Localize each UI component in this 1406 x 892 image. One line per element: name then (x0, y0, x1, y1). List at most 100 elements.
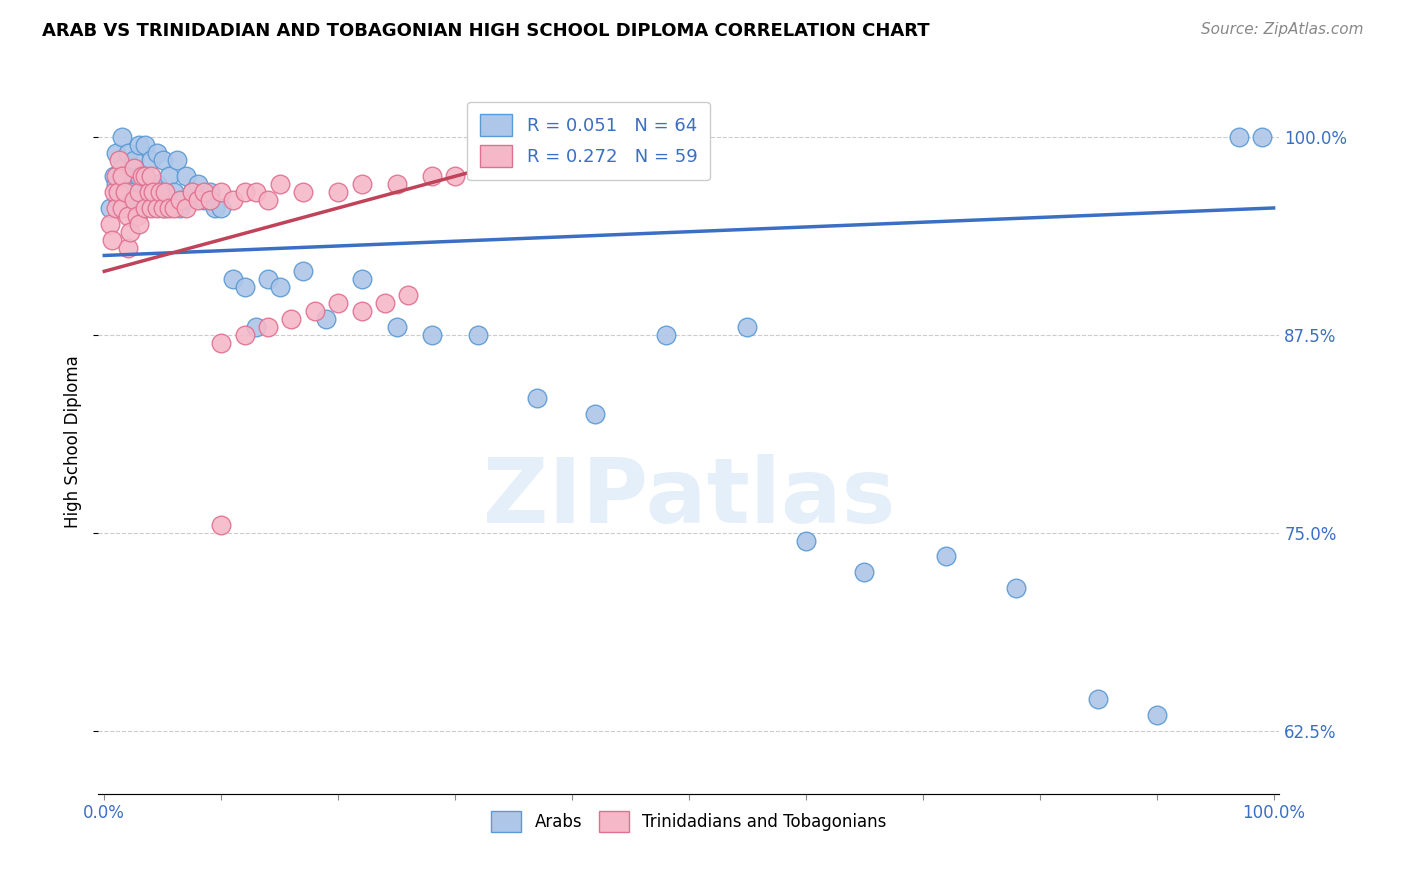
Point (245, 319, 267, 334)
Point (233, 327, 256, 342)
Point (292, 185, 315, 199)
Point (209, 335, 232, 350)
Point (142, 185, 165, 199)
Point (128, 185, 150, 199)
Point (149, 193, 172, 207)
Point (138, 185, 160, 199)
Text: ARAB VS TRINIDADIAN AND TOBAGONIAN HIGH SCHOOL DIPLOMA CORRELATION CHART: ARAB VS TRINIDADIAN AND TOBAGONIAN HIGH … (42, 22, 929, 40)
Point (853, 565, 876, 579)
Point (142, 185, 165, 199)
Point (118, 185, 141, 199)
Point (98, 217, 121, 231)
Point (131, 193, 153, 207)
Point (163, 201, 186, 215)
Point (315, 311, 337, 326)
Point (117, 241, 139, 255)
Point (420, 169, 443, 184)
Text: Source: ZipAtlas.com: Source: ZipAtlas.com (1201, 22, 1364, 37)
Point (420, 327, 443, 342)
Point (128, 217, 150, 231)
Point (935, 549, 957, 564)
Point (111, 201, 134, 215)
Point (187, 178, 209, 192)
Point (526, 391, 548, 405)
Point (350, 304, 373, 318)
Point (128, 169, 150, 184)
Point (111, 161, 134, 176)
Point (117, 178, 139, 192)
Point (111, 129, 134, 144)
Point (103, 185, 125, 199)
Point (122, 161, 145, 176)
Point (222, 272, 245, 286)
Point (169, 193, 191, 207)
Point (233, 185, 256, 199)
Point (104, 145, 127, 160)
Point (128, 137, 150, 152)
Point (174, 201, 197, 215)
Point (326, 185, 349, 199)
Point (1146, 707, 1168, 722)
Point (1087, 691, 1109, 706)
Point (198, 185, 221, 199)
Point (198, 193, 221, 207)
Point (98, 201, 121, 215)
Point (163, 185, 186, 199)
Point (385, 178, 408, 192)
Point (1251, 129, 1274, 144)
Point (257, 272, 280, 286)
Point (444, 169, 467, 184)
Point (166, 153, 188, 168)
Point (222, 193, 245, 207)
Point (350, 178, 373, 192)
Point (146, 201, 169, 215)
Point (134, 201, 156, 215)
Point (326, 296, 349, 310)
Point (350, 272, 373, 286)
Point (396, 288, 419, 302)
Point (187, 193, 209, 207)
Point (654, 327, 676, 342)
Legend: Arabs, Trinidadians and Tobagonians: Arabs, Trinidadians and Tobagonians (485, 805, 893, 838)
Point (467, 327, 489, 342)
Point (157, 169, 180, 184)
Point (181, 185, 204, 199)
Point (181, 185, 204, 199)
Point (153, 201, 176, 215)
Point (117, 145, 139, 160)
Point (125, 201, 148, 215)
Point (152, 153, 174, 168)
Point (111, 169, 134, 184)
Point (104, 169, 127, 184)
Point (122, 193, 145, 207)
Point (117, 209, 139, 223)
Point (118, 225, 141, 239)
Point (134, 169, 156, 184)
Point (114, 169, 136, 184)
Point (245, 185, 267, 199)
Point (153, 185, 176, 199)
Point (152, 201, 174, 215)
Point (209, 517, 232, 532)
Point (108, 153, 131, 168)
Point (583, 407, 606, 421)
Point (204, 201, 226, 215)
Point (152, 185, 174, 199)
Point (139, 169, 162, 184)
Point (104, 178, 127, 192)
Point (139, 201, 162, 215)
Point (157, 201, 180, 215)
Point (101, 233, 124, 247)
Point (139, 153, 162, 168)
Point (107, 185, 129, 199)
Point (125, 209, 148, 223)
Point (122, 193, 145, 207)
Point (104, 201, 127, 215)
Point (257, 193, 280, 207)
Point (149, 185, 172, 199)
Point (1227, 129, 1250, 144)
Point (114, 185, 136, 199)
Point (269, 280, 291, 294)
Point (280, 311, 302, 326)
Point (385, 319, 408, 334)
